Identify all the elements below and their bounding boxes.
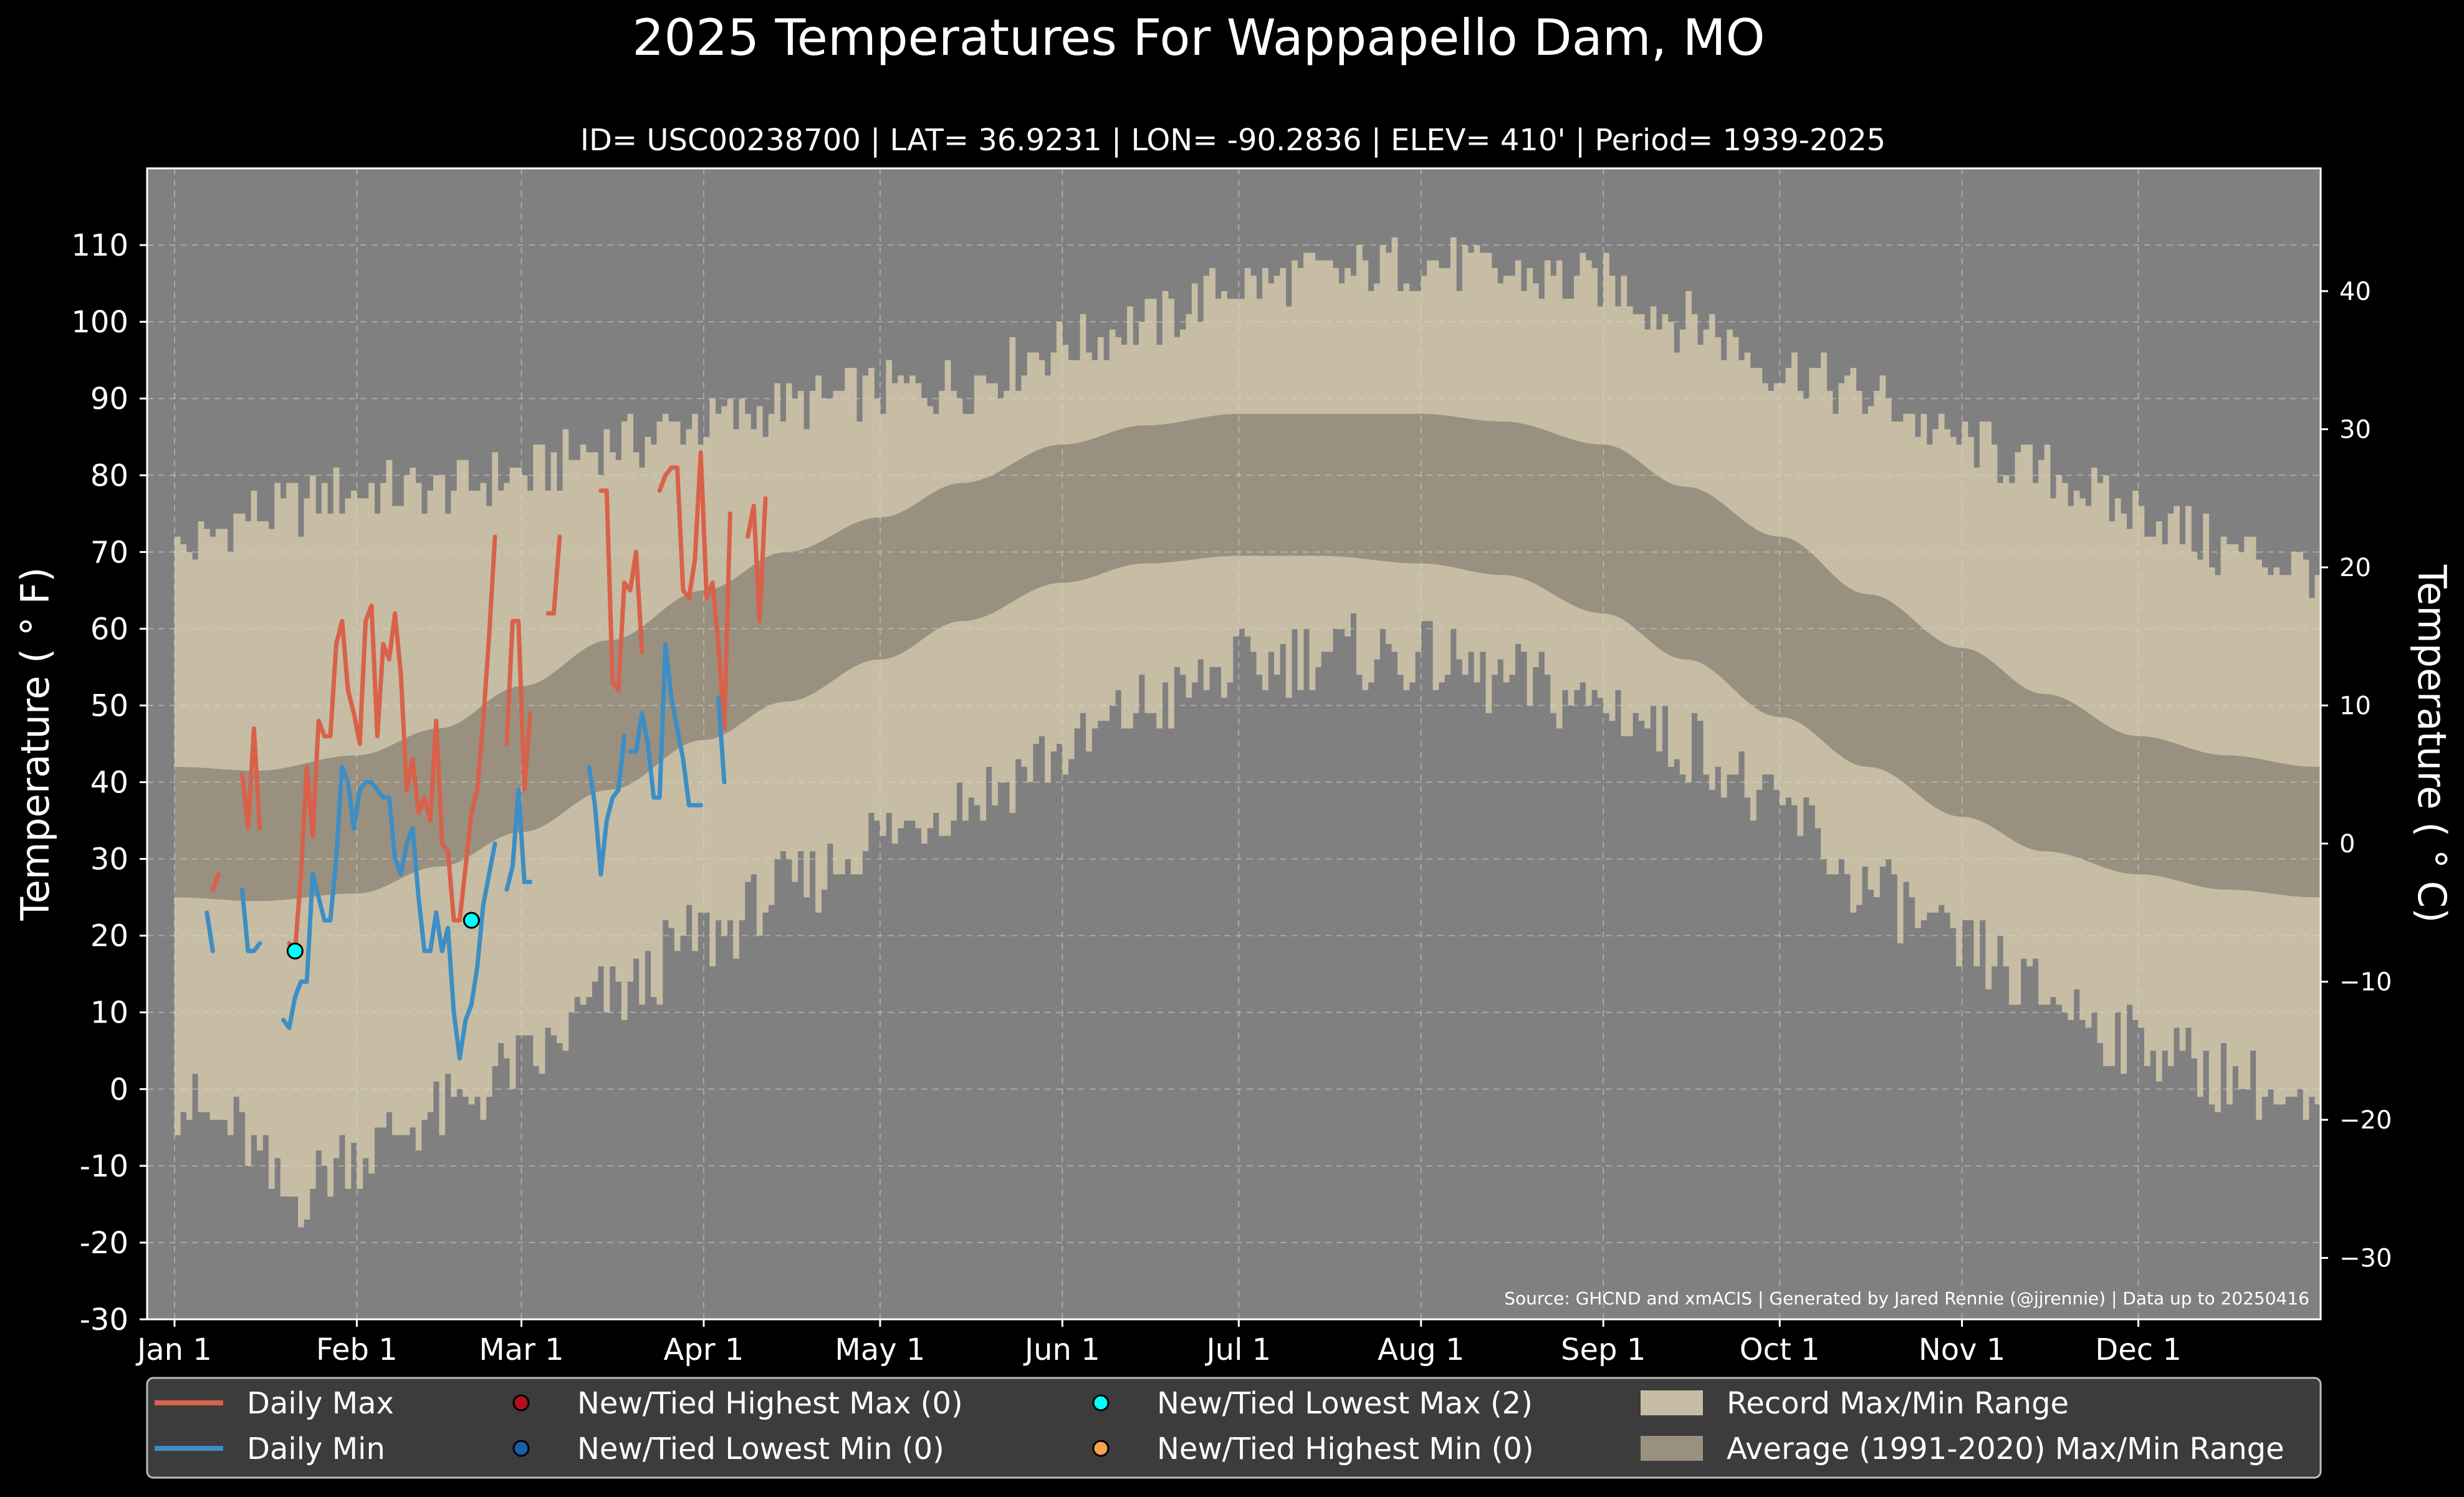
y-right-tick-label: −20	[2339, 1106, 2392, 1135]
average-range-area	[175, 413, 2321, 902]
y-tick-label: -20	[80, 1226, 128, 1261]
x-tick-label: Oct 1	[1740, 1332, 1820, 1367]
legend-swatch-average-1991-2020-max-min-range	[1641, 1436, 1703, 1461]
y-tick-label: 30	[90, 842, 128, 877]
y-tick-label: 60	[90, 612, 128, 647]
legend-label-daily-min: Daily Min	[247, 1432, 385, 1466]
record-points	[286, 912, 480, 960]
daily-min-line	[504, 787, 533, 892]
x-tick-label: Mar 1	[479, 1332, 563, 1367]
y-right-tick-label: 30	[2339, 415, 2371, 444]
y-right-tick-label: 20	[2339, 554, 2371, 582]
legend-label-average-1991-2020-max-min-range: Average (1991-2020) Max/Min Range	[1727, 1432, 2284, 1466]
daily-min-line	[204, 910, 215, 953]
legend-label-daily-max: Daily Max	[247, 1386, 394, 1421]
legend-swatch-record-max-min-range	[1641, 1390, 1703, 1415]
daily-series	[204, 450, 768, 1061]
y-right-tick-label: −10	[2339, 968, 2392, 997]
daily-max-line	[598, 488, 645, 693]
y-right-tick-label: 40	[2339, 277, 2371, 306]
record-range-band	[175, 237, 2321, 1228]
plot-frame	[146, 167, 2322, 1321]
legend: Daily Max Daily Min New/Tied Highest Max (…	[146, 1377, 2322, 1479]
x-tick-label: Dec 1	[2095, 1332, 2182, 1367]
daily-min-line	[587, 734, 627, 877]
x-axis: Jan 1 Feb 1 Mar 1 Apr 1 May 1 Jun 1 Jul 1 Aug 1…	[135, 1319, 2182, 1367]
legend-items: Daily Max Daily Min New/Tied Highest Max (…	[155, 1386, 2284, 1466]
y-axis-right: −30 −20 −10 0 10 20 30 40	[2321, 277, 2392, 1273]
y-tick-label: 10	[90, 996, 128, 1031]
daily-min-line	[628, 642, 703, 807]
legend-box	[146, 1377, 2322, 1479]
daily-max-line	[287, 534, 497, 953]
daily-max-line	[745, 496, 768, 623]
legend-label-new-tied-lowest-min-0: New/Tied Lowest Min (0)	[577, 1432, 944, 1466]
y-tick-label: 0	[109, 1072, 128, 1107]
x-tick-label: Jun 1	[1023, 1332, 1100, 1367]
daily-max-line	[545, 534, 562, 616]
legend-swatch-new-tied-lowest-min-0	[512, 1440, 530, 1457]
y-tick-label: 100	[71, 305, 128, 340]
daily-min-line	[281, 764, 497, 1061]
legend-swatch-new-tied-highest-min-0	[1092, 1440, 1110, 1457]
x-tick-label: Jul 1	[1204, 1332, 1271, 1367]
y-right-tick-label: −30	[2339, 1244, 2392, 1273]
x-tick-label: Aug 1	[1378, 1332, 1465, 1367]
x-tick-label: May 1	[835, 1332, 925, 1367]
daily-max-line	[504, 619, 533, 792]
x-tick-label: Jan 1	[135, 1332, 212, 1367]
average-range-band	[175, 413, 2321, 902]
chart-title: 2025 Temperatures For Wappapello Dam, MO	[632, 9, 1765, 67]
plot-area: Source: GHCND and xmACIS | Generated by …	[146, 167, 2322, 1321]
chart-subtitle: ID= USC00238700 | LAT= 36.9231 | LON= -9…	[580, 123, 1886, 158]
legend-swatch-new-tied-highest-max-0	[512, 1394, 530, 1412]
y-tick-label: 80	[90, 458, 128, 493]
y-tick-label: -10	[80, 1149, 128, 1184]
record-range-area	[175, 237, 2321, 1228]
legend-label-new-tied-lowest-max-2: New/Tied Lowest Max (2)	[1157, 1386, 1533, 1421]
record-point-lowest-max	[286, 942, 304, 960]
y-axis-label-right: Temperature ( ° C)	[2409, 564, 2455, 923]
y-tick-label: 90	[90, 382, 128, 416]
record-point-lowest-max	[463, 912, 480, 929]
x-tick-label: Nov 1	[1919, 1332, 2005, 1367]
legend-label-new-tied-highest-max-0: New/Tied Highest Max (0)	[577, 1386, 963, 1421]
daily-max-line	[657, 450, 732, 731]
x-tick-label: Feb 1	[316, 1332, 398, 1367]
daily-max-line	[210, 872, 221, 892]
y-tick-label: 110	[71, 228, 128, 263]
source-note: Source: GHCND and xmACIS | Generated by …	[1504, 1288, 2309, 1309]
y-right-tick-label: 10	[2339, 691, 2371, 720]
legend-label-record-max-min-range: Record Max/Min Range	[1727, 1386, 2069, 1421]
y-tick-label: 70	[90, 535, 128, 570]
y-axis-left: -30 -20 -10 0 10 20 30 40 50 60 70 80 90 100 110	[71, 228, 147, 1337]
daily-min-line	[716, 695, 727, 785]
y-right-tick-label: 0	[2339, 830, 2355, 859]
y-tick-label: -30	[80, 1302, 128, 1337]
y-tick-label: 50	[90, 688, 128, 723]
legend-swatch-new-tied-lowest-max-2	[1092, 1394, 1110, 1412]
daily-max-line	[239, 726, 262, 830]
daily-min-line	[239, 887, 262, 953]
legend-label-new-tied-highest-min-0: New/Tied Highest Min (0)	[1157, 1432, 1534, 1466]
x-tick-label: Sep 1	[1561, 1332, 1646, 1367]
x-tick-label: Apr 1	[664, 1332, 744, 1367]
y-tick-label: 20	[90, 919, 128, 954]
y-tick-label: 40	[90, 766, 128, 801]
y-axis-label: Temperature ( ° F)	[12, 567, 58, 922]
